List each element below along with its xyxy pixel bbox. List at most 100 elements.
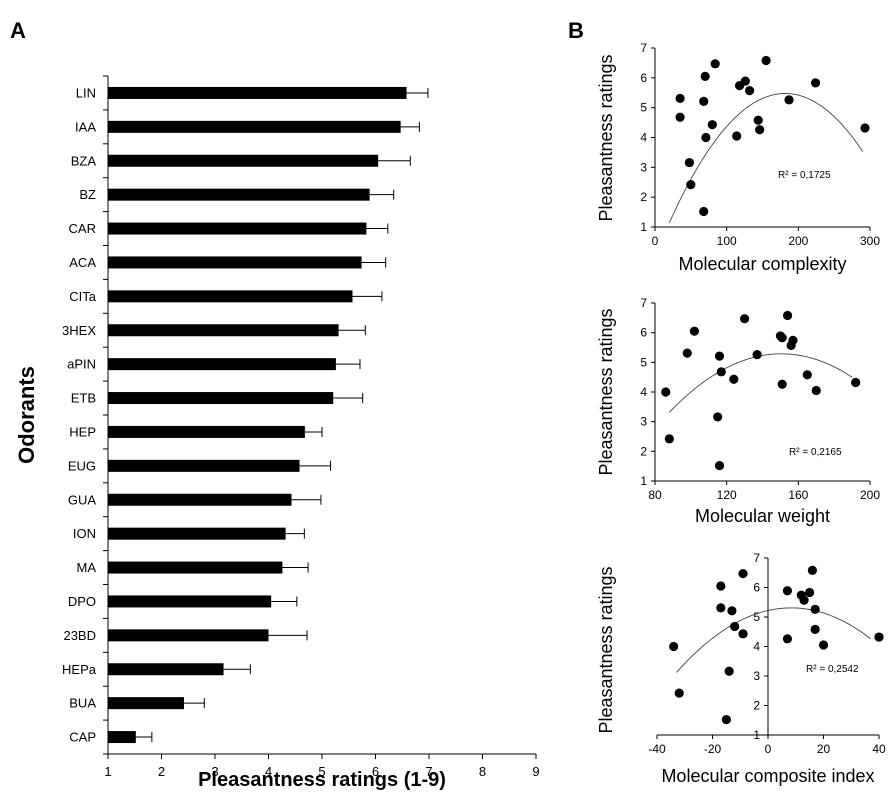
x-tick-label: 7 — [425, 764, 432, 779]
x-tick-label: 100 — [717, 234, 737, 248]
data-point — [713, 412, 723, 422]
data-point — [721, 715, 731, 725]
data-point — [661, 387, 671, 397]
category-label-CAP: CAP — [69, 730, 96, 745]
data-point — [669, 641, 679, 652]
trend-curve — [668, 93, 864, 223]
category-label-3HEX: 3HEX — [62, 323, 96, 338]
bar-CAP — [108, 731, 136, 744]
x-tick-label: 1 — [104, 764, 111, 779]
bar-CITa — [108, 290, 353, 303]
data-point — [810, 604, 820, 614]
y-tick-label: 5 — [640, 101, 647, 115]
trend-curve — [676, 607, 871, 673]
y-tick-label: 2 — [640, 444, 647, 458]
y-axis-title: Pleasantness ratings — [596, 308, 616, 475]
x-tick-label: 8 — [479, 764, 486, 779]
y-tick-label: 3 — [753, 669, 760, 683]
bar-BZA — [108, 154, 379, 167]
data-point — [699, 206, 709, 217]
y-tick-label: 4 — [640, 131, 647, 145]
category-label-BZ: BZ — [79, 187, 96, 202]
data-point — [684, 157, 695, 168]
x-tick-label: 200 — [788, 234, 808, 248]
x-tick-label: 20 — [817, 742, 831, 756]
data-point — [700, 71, 710, 81]
y-tick-label: 5 — [753, 610, 760, 624]
category-label-23BD: 23BD — [63, 628, 96, 643]
x-tick-label: 0 — [765, 742, 772, 756]
x-tick-label: 160 — [788, 488, 808, 502]
r-squared-label: R² = 0,1725 — [778, 170, 831, 181]
y-tick-label: 7 — [640, 41, 647, 55]
x-tick-label: -40 — [648, 742, 666, 756]
data-point — [799, 595, 809, 605]
category-label-HEP: HEP — [69, 424, 96, 439]
category-label-ACA: ACA — [69, 255, 96, 270]
data-point — [714, 460, 725, 471]
x-tick-label: 4 — [265, 764, 272, 779]
x-tick-label: 40 — [872, 742, 886, 756]
data-point — [675, 112, 685, 122]
bar-aPIN — [108, 358, 336, 371]
category-label-MA: MA — [77, 560, 97, 575]
y-tick-label: 2 — [753, 699, 760, 713]
y-tick-label: 1 — [640, 220, 647, 234]
data-point — [807, 565, 818, 575]
category-label-EUG: EUG — [68, 458, 96, 473]
bar-EUG — [108, 459, 300, 472]
bar-chart-pleasantness: LIN IAA BZA BZ CAR ACA CITa 3HEX aPIN ETB HEP EUG GU… — [14, 75, 540, 791]
data-point — [740, 76, 750, 86]
category-label-BZA: BZA — [71, 153, 97, 168]
x-tick-label: 300 — [860, 234, 880, 248]
x-tick-label: 0 — [652, 234, 659, 248]
data-point — [874, 632, 884, 642]
data-point — [730, 621, 740, 632]
y-axis-title: Odorants — [14, 366, 39, 464]
data-point — [782, 634, 793, 644]
bar-CAR — [108, 222, 367, 235]
y-tick-label: 1 — [753, 728, 760, 742]
panel-a-label: A — [10, 18, 26, 43]
x-axis-title: Pleasantness ratings (1-9) — [198, 769, 446, 791]
data-point — [738, 629, 748, 639]
y-tick-label: 3 — [640, 160, 647, 174]
data-point — [732, 131, 742, 141]
bar-BUA — [108, 697, 184, 710]
category-label-GUA: GUA — [68, 492, 97, 507]
bar-LIN — [108, 86, 407, 99]
bar-MA — [108, 561, 283, 574]
r-squared-label: R² = 0,2542 — [806, 664, 859, 675]
x-tick-label: 9 — [532, 764, 539, 779]
data-point — [788, 335, 798, 345]
data-point — [689, 326, 700, 336]
data-point — [674, 688, 684, 698]
scatter-molecular-complexity: 1 2 3 4 5 6 7 0 100 200 300 R² = 0,1725 Molecular co… — [596, 41, 880, 274]
data-point — [753, 115, 763, 125]
category-label-LIN: LIN — [76, 85, 96, 100]
data-point — [805, 587, 815, 598]
bar-3HEX — [108, 324, 339, 337]
data-point — [777, 379, 787, 389]
category-label-aPIN: aPIN — [67, 357, 96, 372]
bar-23BD — [108, 629, 269, 642]
data-point — [810, 624, 820, 634]
category-label-CAR: CAR — [69, 221, 96, 236]
x-tick-label: 200 — [860, 488, 880, 502]
category-label-CITa: CITa — [69, 289, 97, 304]
data-point — [811, 385, 821, 396]
data-point — [699, 96, 709, 107]
bar-DPO — [108, 595, 272, 608]
y-tick-label: 1 — [640, 474, 647, 488]
x-tick-label: 6 — [372, 764, 379, 779]
category-label-IAA: IAA — [75, 119, 96, 134]
x-axis-title: Molecular composite index — [661, 766, 874, 786]
x-tick-label: 3 — [211, 764, 218, 779]
category-label-DPO: DPO — [68, 594, 96, 609]
data-point — [782, 310, 793, 321]
panel-b-label: B — [568, 18, 584, 43]
y-tick-label: 3 — [640, 415, 647, 429]
data-point — [784, 95, 794, 105]
bar-ION — [108, 527, 286, 540]
